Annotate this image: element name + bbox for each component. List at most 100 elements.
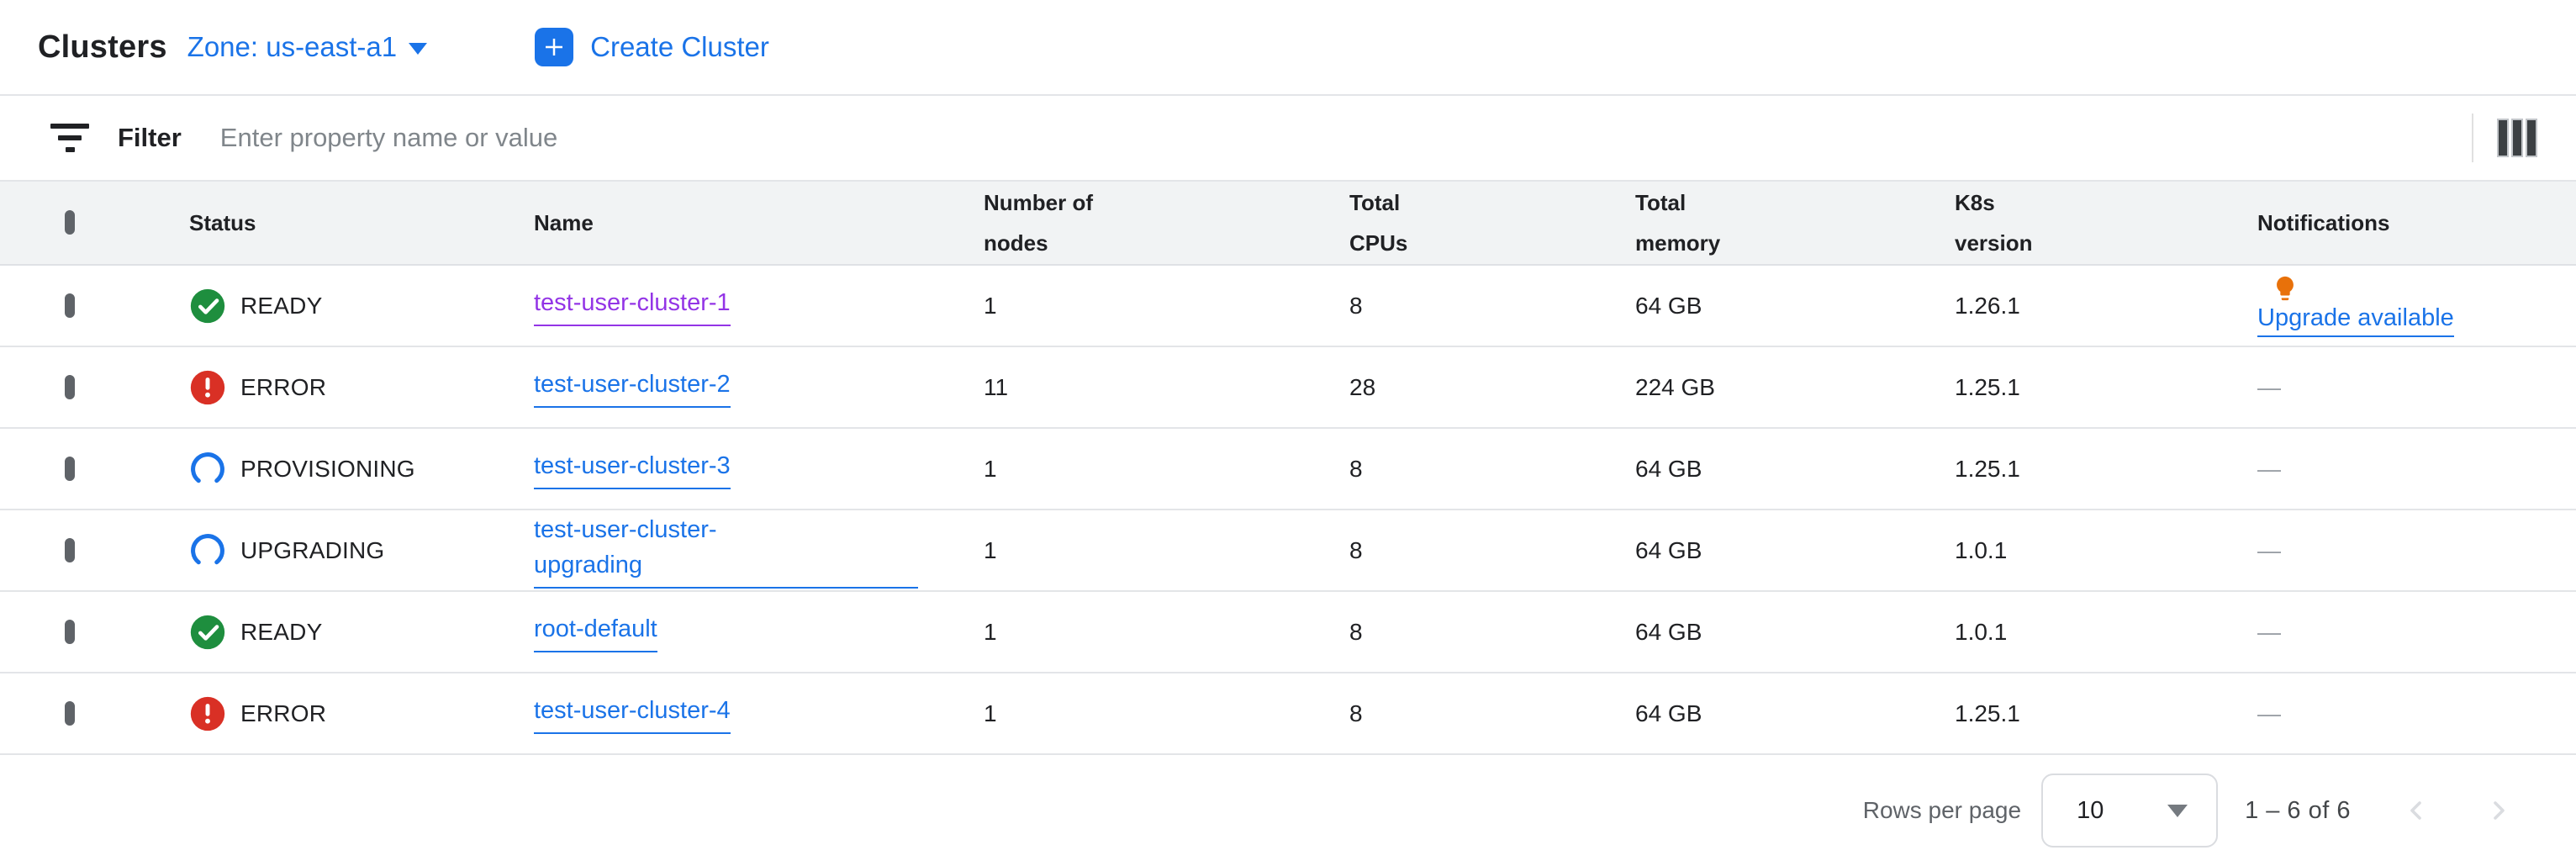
progress-spinner-icon	[189, 532, 226, 569]
total-memory-value: 64 GB	[1635, 618, 1702, 645]
filter-input[interactable]	[219, 123, 2455, 153]
name-cell: test-user-cluster-3	[534, 448, 984, 490]
number-of-nodes-value: 1	[984, 618, 997, 645]
name-cell: test-user-cluster-upgrading	[534, 512, 984, 589]
create-cluster-label: Create Cluster	[590, 31, 769, 62]
k8s-version-value: 1.0.1	[1955, 536, 2008, 563]
row-checkbox[interactable]	[65, 537, 75, 562]
no-notification-dash: —	[2257, 618, 2281, 645]
notifications-cell: — —	[2257, 529, 2576, 573]
name-cell: test-user-cluster-1	[534, 285, 984, 327]
notifications-cell: Upgrade available Upgrade available	[2257, 266, 2576, 346]
notifications-cell: — —	[2257, 692, 2576, 736]
status-label: UPGRADING	[240, 536, 385, 563]
page-title: Clusters	[38, 29, 167, 65]
filter-label: Filter	[118, 123, 182, 152]
error-circle-icon	[189, 695, 226, 732]
k8s-version-value: 1.26.1	[1955, 292, 2020, 319]
previous-page-button[interactable]	[2399, 794, 2433, 827]
lightbulb-icon	[2271, 274, 2299, 303]
error-circle-icon	[189, 369, 226, 406]
total-memory-value: 64 GB	[1635, 536, 1702, 563]
column-header-k8s-version: K8s version	[1955, 189, 2033, 256]
number-of-nodes-value: 1	[984, 700, 997, 726]
no-notification-dash: —	[2257, 455, 2281, 482]
table-row: READY root-default 1 8 64 GB 1.0.1 — —	[0, 592, 2576, 673]
table-row: ERROR test-user-cluster-2 11 28 224 GB 1…	[0, 347, 2576, 429]
pagination-range: 1 – 6 of 6	[2245, 796, 2351, 824]
table-header-row: Status Name Number of nodes Total CPUs T…	[0, 182, 2576, 266]
notifications-cell: — —	[2257, 366, 2576, 409]
status-label: PROVISIONING	[240, 455, 415, 482]
column-header-total-cpus: Total CPUs	[1349, 189, 1408, 256]
check-circle-icon	[189, 614, 226, 651]
number-of-nodes-value: 11	[984, 373, 1009, 400]
number-of-nodes-value: 1	[984, 292, 997, 319]
table-row: UPGRADING test-user-cluster-upgrading 1 …	[0, 510, 2576, 592]
chevron-down-icon	[2167, 804, 2188, 817]
column-header-number-of-nodes: Number of nodes	[984, 189, 1093, 256]
upgrade-available-link[interactable]: Upgrade available	[2257, 304, 2454, 337]
status-cell: READY	[189, 288, 534, 325]
row-checkbox[interactable]	[65, 374, 75, 399]
no-notification-dash: —	[2257, 373, 2281, 400]
column-header-notifications: Notifications	[2257, 209, 2390, 235]
no-notification-dash: —	[2257, 700, 2281, 726]
create-cluster-button[interactable]: Create Cluster	[535, 28, 769, 66]
notifications-cell: — —	[2257, 447, 2576, 491]
status-label: READY	[240, 618, 323, 645]
cluster-name-link[interactable]: test-user-cluster-3	[534, 448, 731, 490]
total-cpus-value: 8	[1349, 455, 1363, 482]
cluster-name-link[interactable]: test-user-cluster-4	[534, 693, 731, 735]
cluster-name-link[interactable]: test-user-cluster-2	[534, 367, 731, 409]
status-label: READY	[240, 292, 323, 319]
chevron-down-icon	[409, 43, 428, 55]
column-header-total-memory: Total memory	[1635, 189, 1721, 256]
name-cell: test-user-cluster-2	[534, 367, 984, 409]
status-label: ERROR	[240, 700, 327, 726]
filter-icon	[50, 124, 89, 152]
name-cell: test-user-cluster-4	[534, 693, 984, 735]
next-page-button[interactable]	[2482, 794, 2515, 827]
notifications-cell: — —	[2257, 610, 2576, 654]
filter-bar: Filter	[0, 96, 2576, 182]
row-checkbox[interactable]	[65, 293, 75, 318]
no-notification-dash: —	[2257, 536, 2281, 563]
table-row: READY test-user-cluster-1 1 8 64 GB 1.26…	[0, 266, 2576, 347]
table-body: READY test-user-cluster-1 1 8 64 GB 1.26…	[0, 266, 2576, 755]
column-header-name: Name	[534, 209, 594, 235]
column-display-options-icon[interactable]	[2497, 119, 2537, 157]
table-row: PROVISIONING test-user-cluster-3 1 8 64 …	[0, 429, 2576, 510]
check-circle-icon	[189, 288, 226, 325]
total-memory-value: 64 GB	[1635, 292, 1702, 319]
row-checkbox[interactable]	[65, 619, 75, 644]
row-checkbox[interactable]	[65, 456, 75, 481]
total-cpus-value: 8	[1349, 700, 1363, 726]
table-row: ERROR test-user-cluster-4 1 8 64 GB 1.25…	[0, 673, 2576, 755]
total-cpus-value: 8	[1349, 292, 1363, 319]
total-memory-value: 224 GB	[1635, 373, 1715, 400]
status-cell: UPGRADING	[189, 532, 534, 569]
column-header-status: Status	[189, 209, 256, 235]
divider	[2472, 114, 2473, 162]
k8s-version-value: 1.0.1	[1955, 618, 2008, 645]
plus-icon	[535, 28, 574, 66]
total-cpus-value: 8	[1349, 618, 1363, 645]
total-memory-value: 64 GB	[1635, 455, 1702, 482]
k8s-version-value: 1.25.1	[1955, 700, 2020, 726]
rows-per-page-select[interactable]: 10	[2041, 774, 2219, 848]
rows-per-page-label: Rows per page	[1862, 797, 2022, 823]
status-cell: ERROR	[189, 695, 534, 732]
cluster-name-link[interactable]: test-user-cluster-upgrading	[534, 512, 918, 589]
select-all-checkbox[interactable]	[65, 210, 75, 235]
number-of-nodes-value: 1	[984, 455, 997, 482]
total-cpus-value: 28	[1349, 373, 1376, 400]
cluster-name-link[interactable]: test-user-cluster-1	[534, 285, 731, 327]
progress-spinner-icon	[189, 451, 226, 488]
number-of-nodes-value: 1	[984, 536, 997, 563]
cluster-name-link[interactable]: root-default	[534, 611, 657, 653]
zone-selector[interactable]: Zone: us-east-a1	[187, 31, 428, 63]
row-checkbox[interactable]	[65, 700, 75, 726]
total-memory-value: 64 GB	[1635, 700, 1702, 726]
